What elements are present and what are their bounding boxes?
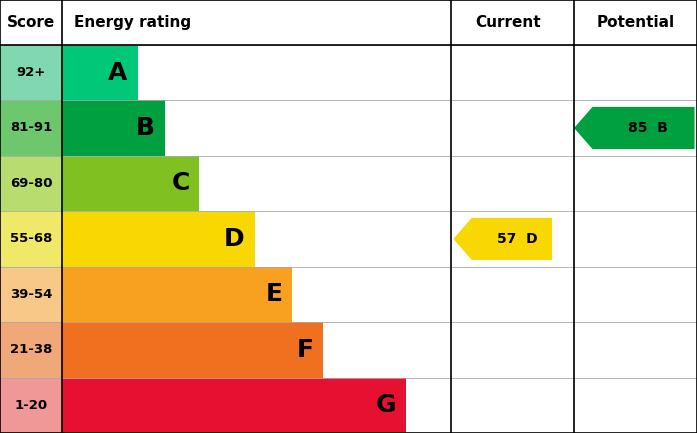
Text: Energy rating: Energy rating <box>74 15 191 30</box>
Text: 55-68: 55-68 <box>10 233 52 246</box>
Text: 39-54: 39-54 <box>10 288 52 301</box>
Text: G: G <box>376 393 396 417</box>
Bar <box>0 45 62 100</box>
Bar <box>0 267 62 322</box>
Bar <box>62 211 254 267</box>
Text: 69-80: 69-80 <box>10 177 52 190</box>
Bar <box>62 267 293 322</box>
Text: B: B <box>136 116 155 140</box>
Text: 21-38: 21-38 <box>10 343 52 356</box>
Bar <box>62 378 406 433</box>
Text: 81-91: 81-91 <box>10 122 52 135</box>
Text: E: E <box>266 282 282 307</box>
Bar <box>0 100 62 156</box>
Bar <box>0 156 62 211</box>
Bar <box>62 322 323 378</box>
Text: Score: Score <box>7 15 55 30</box>
Text: Potential: Potential <box>597 15 675 30</box>
Bar <box>62 45 137 100</box>
Text: F: F <box>296 338 314 362</box>
Text: 92+: 92+ <box>17 66 46 79</box>
Text: 57  D: 57 D <box>496 232 537 246</box>
Bar <box>0 211 62 267</box>
Bar <box>62 100 165 156</box>
Text: 1-20: 1-20 <box>15 399 47 412</box>
Bar <box>0 378 62 433</box>
Text: Current: Current <box>475 15 542 30</box>
Bar <box>62 156 199 211</box>
Text: C: C <box>171 171 190 195</box>
Text: D: D <box>224 227 245 251</box>
Polygon shape <box>454 218 552 260</box>
Bar <box>0 322 62 378</box>
Text: A: A <box>108 61 128 84</box>
Polygon shape <box>574 107 694 149</box>
Text: 85  B: 85 B <box>629 121 668 135</box>
